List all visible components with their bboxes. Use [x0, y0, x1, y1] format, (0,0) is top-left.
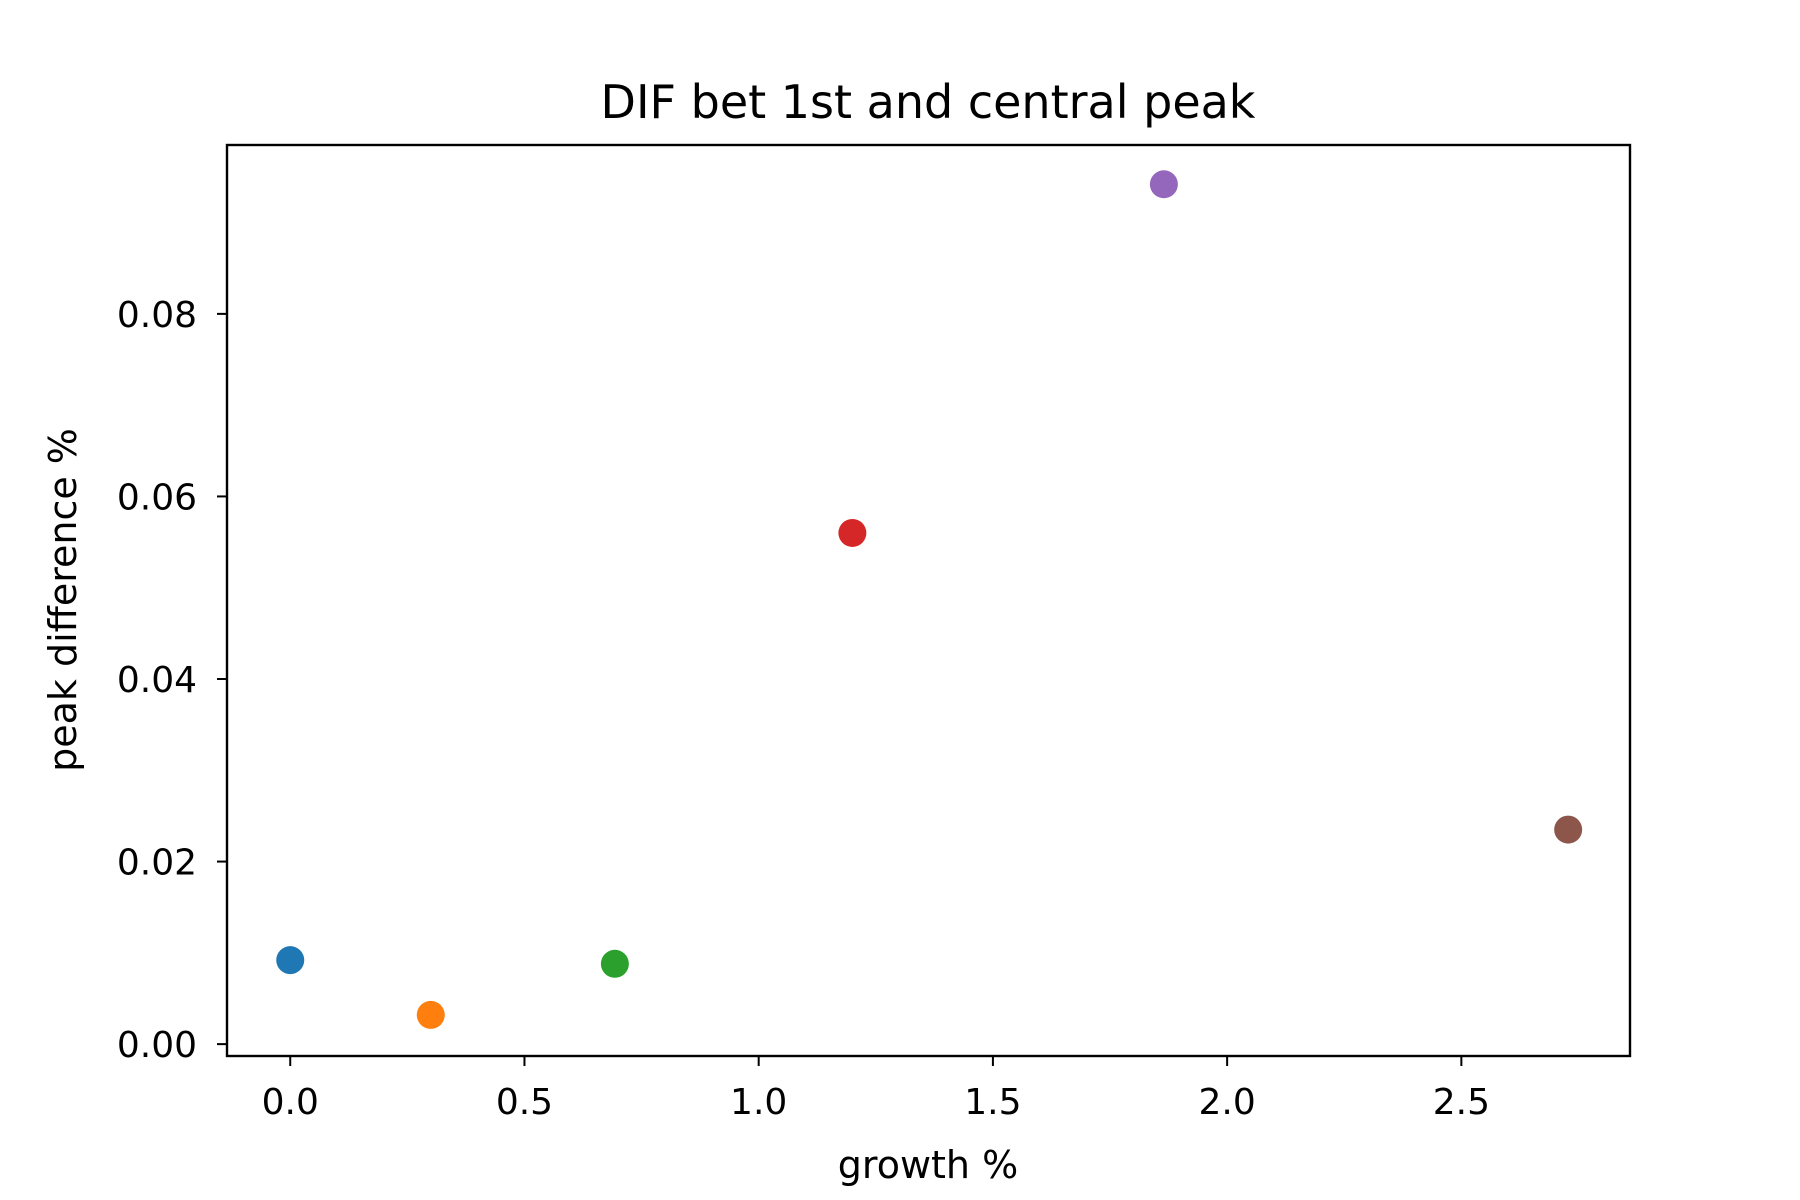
y-axis: 0.00 0.02 0.04 0.06 0.08	[117, 295, 227, 1066]
x-tick-label: 1.5	[964, 1082, 1021, 1123]
y-tick-label: 0.02	[117, 843, 197, 884]
data-point-6	[1554, 815, 1583, 844]
y-tick-label: 0.08	[117, 295, 197, 336]
x-axis-label: growth %	[838, 1143, 1018, 1187]
x-tick-label: 0.0	[262, 1082, 319, 1123]
data-points	[276, 170, 1583, 1029]
data-point-3	[600, 949, 629, 978]
x-tick-label: 0.5	[496, 1082, 553, 1123]
chart-title: DIF bet 1st and central peak	[601, 75, 1256, 129]
x-axis: 0.0 0.5 1.0 1.5 2.0 2.5	[262, 1056, 1490, 1123]
y-tick-label: 0.06	[117, 477, 197, 518]
y-tick-label: 0.04	[117, 660, 197, 701]
data-point-5	[1149, 170, 1178, 199]
data-point-2	[416, 1000, 445, 1029]
y-tick-label: 0.00	[117, 1025, 197, 1066]
plot-frame	[225, 143, 1632, 1058]
data-point-4	[838, 518, 867, 547]
y-axis-label: peak difference %	[41, 428, 85, 772]
x-tick-label: 2.5	[1433, 1082, 1490, 1123]
x-tick-label: 1.0	[730, 1082, 787, 1123]
x-tick-label: 2.0	[1199, 1082, 1256, 1123]
data-point-1	[276, 946, 305, 975]
